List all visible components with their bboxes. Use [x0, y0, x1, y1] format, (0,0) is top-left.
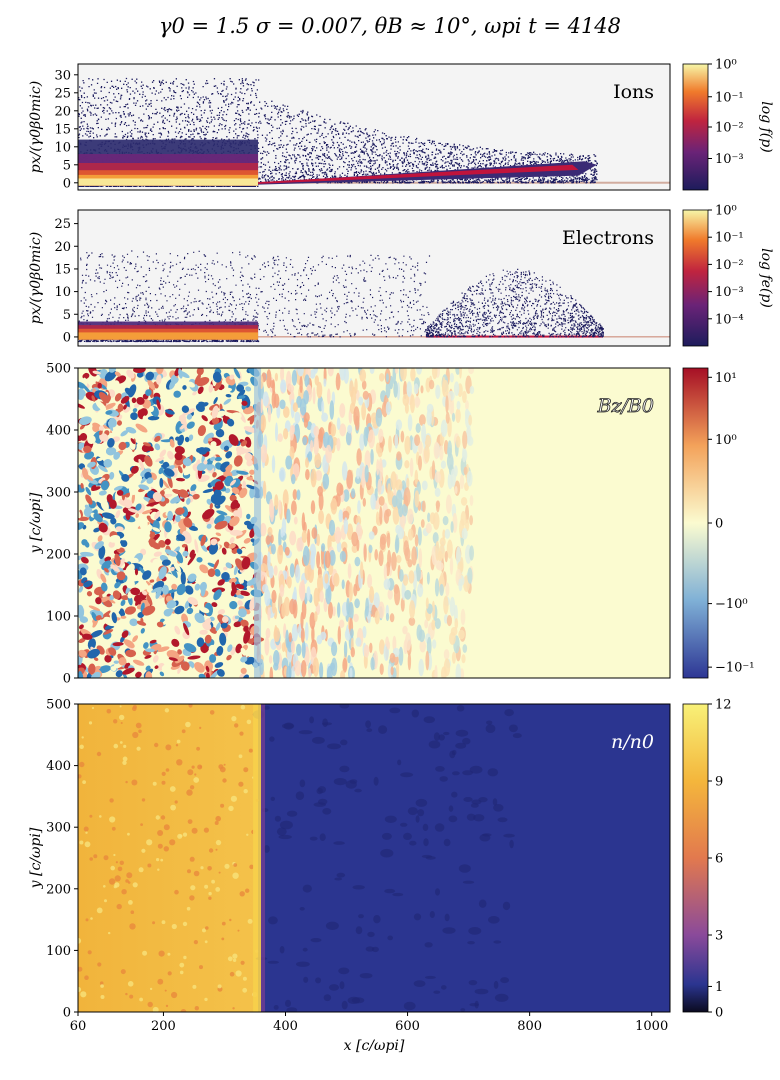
- colorbar-tick-label: 10⁰: [715, 204, 737, 219]
- colorbar-2: 10⁰ 10⁻¹ 10⁻² 10⁻³ 10⁻⁴ log fe(p): [682, 204, 774, 347]
- xtick-label: 200: [151, 1019, 176, 1034]
- xtick-label: 1000: [635, 1019, 668, 1034]
- ytick-label: 200: [46, 548, 71, 563]
- panel-3: 0 100 200 300 400 500 y [c/ωpi] Bz/B0 10¹ 10⁰ 0 −10…: [28, 362, 755, 687]
- colorbar-tick-label: −10⁰: [715, 597, 748, 612]
- panel-1-image: [78, 64, 670, 190]
- ytick-label: 15: [54, 262, 71, 277]
- colorbar-tick-label: 1: [715, 980, 723, 995]
- ytick-label: 100: [46, 944, 71, 959]
- colorbar-tick-label: 3: [715, 929, 723, 944]
- y-axis-label: y [c/ωpi]: [28, 827, 44, 889]
- colorbar-tick-label: 10⁻³: [715, 285, 744, 300]
- colorbar-3: 10¹ 10⁰ 0 −10⁰ −10⁻¹: [682, 367, 755, 679]
- xtick-label: 400: [273, 1019, 298, 1034]
- figure-title: γ0 = 1.5 σ = 0.007, θB ≈ 10°, ωpi t = 41…: [158, 14, 622, 38]
- ytick-label: 0: [63, 330, 71, 345]
- ytick-label: 5: [63, 158, 71, 173]
- colorbar-tick-label: 10⁻¹: [715, 231, 744, 246]
- colorbar-tick-label: 10⁻³: [715, 152, 744, 167]
- y-axis-label: px/(γ0β0mic): [28, 232, 44, 324]
- ytick-label: 30: [54, 68, 71, 83]
- ytick-label: 500: [46, 698, 71, 713]
- colorbar-label: log fe(p): [758, 248, 774, 308]
- ytick-label: 400: [46, 424, 71, 439]
- ytick-label: 200: [46, 882, 71, 897]
- panel-2-image: [78, 210, 670, 346]
- ytick-label: 25: [54, 217, 71, 232]
- ytick-label: 15: [54, 122, 71, 137]
- panel-label: Bz/B0: [597, 395, 654, 417]
- colorbar-tick-label: 0: [715, 1006, 723, 1021]
- ytick-label: 0: [63, 672, 71, 687]
- ytick-label: 0: [63, 1006, 71, 1021]
- colorbar-4: 12 9 6 3 1 0: [682, 698, 732, 1021]
- x-axis-label: x [c/ωpi]: [344, 1038, 405, 1054]
- ytick-label: 0: [63, 176, 71, 191]
- colorbar-tick-label: 6: [715, 852, 723, 867]
- ytick-label: 20: [54, 240, 71, 255]
- panel-4-image: [78, 704, 670, 1012]
- ytick-label: 300: [46, 486, 71, 501]
- colorbar-tick-label: 10⁰: [715, 58, 737, 73]
- colorbar-tick-label: 10⁻¹: [715, 90, 744, 105]
- ytick-label: 500: [46, 362, 71, 377]
- colorbar-tick-label: 0: [715, 517, 723, 532]
- ytick-label: 5: [63, 308, 71, 323]
- panel-3-image: [78, 368, 670, 678]
- y-axis-label: px/(γ0β0mic): [28, 81, 44, 173]
- panel-label: Ions: [613, 81, 654, 103]
- colorbar-1: 10⁰ 10⁻¹ 10⁻² 10⁻³ log f(p): [682, 58, 774, 191]
- ytick-label: 300: [46, 821, 71, 836]
- colorbar-tick-label: 9: [715, 775, 723, 790]
- colorbar-tick-label: 10¹: [715, 371, 737, 386]
- panel-label: Electrons: [562, 227, 654, 249]
- y-axis-label: y [c/ωpi]: [28, 492, 44, 554]
- ytick-label: 10: [54, 140, 71, 155]
- colorbar-tick-label: −10⁻¹: [715, 661, 755, 676]
- ytick-label: 400: [46, 759, 71, 774]
- colorbar-tick-label: 12: [715, 698, 732, 713]
- colorbar-tick-label: 10⁻⁴: [715, 312, 744, 327]
- colorbar-tick-label: 10⁻²: [715, 258, 744, 273]
- ytick-label: 20: [54, 104, 71, 119]
- xtick-label: 60: [70, 1019, 87, 1034]
- ytick-label: 100: [46, 610, 71, 625]
- colorbar-tick-label: 10⁻²: [715, 121, 744, 136]
- ytick-label: 25: [54, 86, 71, 101]
- panel-label: n/n0: [611, 731, 654, 753]
- colorbar-label: log f(p): [758, 101, 774, 152]
- colorbar-tick-label: 10⁰: [715, 433, 737, 448]
- xtick-label: 600: [395, 1019, 420, 1034]
- ytick-label: 10: [54, 285, 71, 300]
- xtick-label: 800: [517, 1019, 542, 1034]
